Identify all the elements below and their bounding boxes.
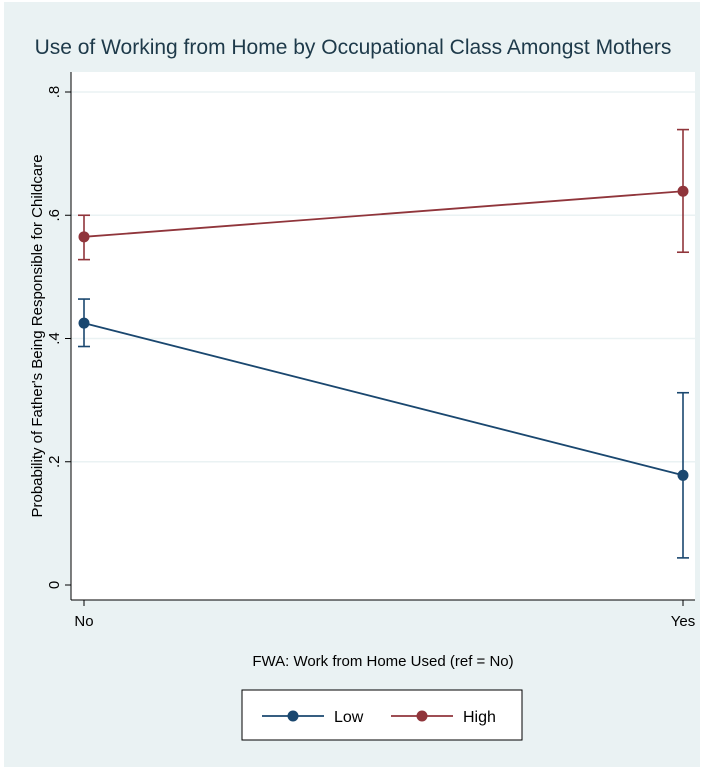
series-line-low (83, 322, 684, 477)
series-layer (78, 128, 689, 559)
point-high-yes (677, 185, 689, 197)
plot-area (71, 72, 695, 600)
series-low (78, 298, 689, 559)
y-tick-label-0: 0 (46, 581, 63, 589)
x-axis-label: FWA: Work from Home Used (ref = No) (252, 653, 513, 670)
gridlines (71, 91, 695, 463)
point-low-no (78, 317, 90, 329)
legend-swatch-marker (287, 710, 299, 722)
legend-item-low: Low (262, 709, 364, 726)
y-tick-label-4: .8 (46, 86, 63, 99)
x-tick-label-yes: Yes (671, 613, 695, 630)
point-high-no (78, 231, 90, 243)
legend-box (241, 689, 523, 741)
y-tick-label-3: .6 (46, 209, 63, 222)
chart-frame: Use of Working from Home by Occupational… (4, 2, 700, 767)
y-tick-label-2: .4 (46, 332, 63, 345)
legend-swatch-marker (416, 710, 428, 722)
legend-label-high: High (463, 709, 496, 726)
y-axis-label: Probability of Father's Being Responsibl… (29, 154, 46, 517)
legend-label-low: Low (334, 709, 364, 726)
chart: Use of Working from Home by Occupational… (29, 36, 695, 741)
series-line-high (83, 190, 684, 238)
y-axis: 0 .2 .4 .6 .8 (46, 72, 72, 600)
x-axis: No Yes (71, 599, 695, 630)
legend-item-high: High (391, 709, 496, 726)
series-high (78, 128, 689, 261)
y-tick-label-1: .2 (46, 455, 63, 468)
point-low-yes (677, 469, 689, 481)
legend: Low High (241, 689, 523, 741)
x-tick-label-no: No (74, 613, 93, 630)
chart-title: Use of Working from Home by Occupational… (35, 36, 672, 59)
